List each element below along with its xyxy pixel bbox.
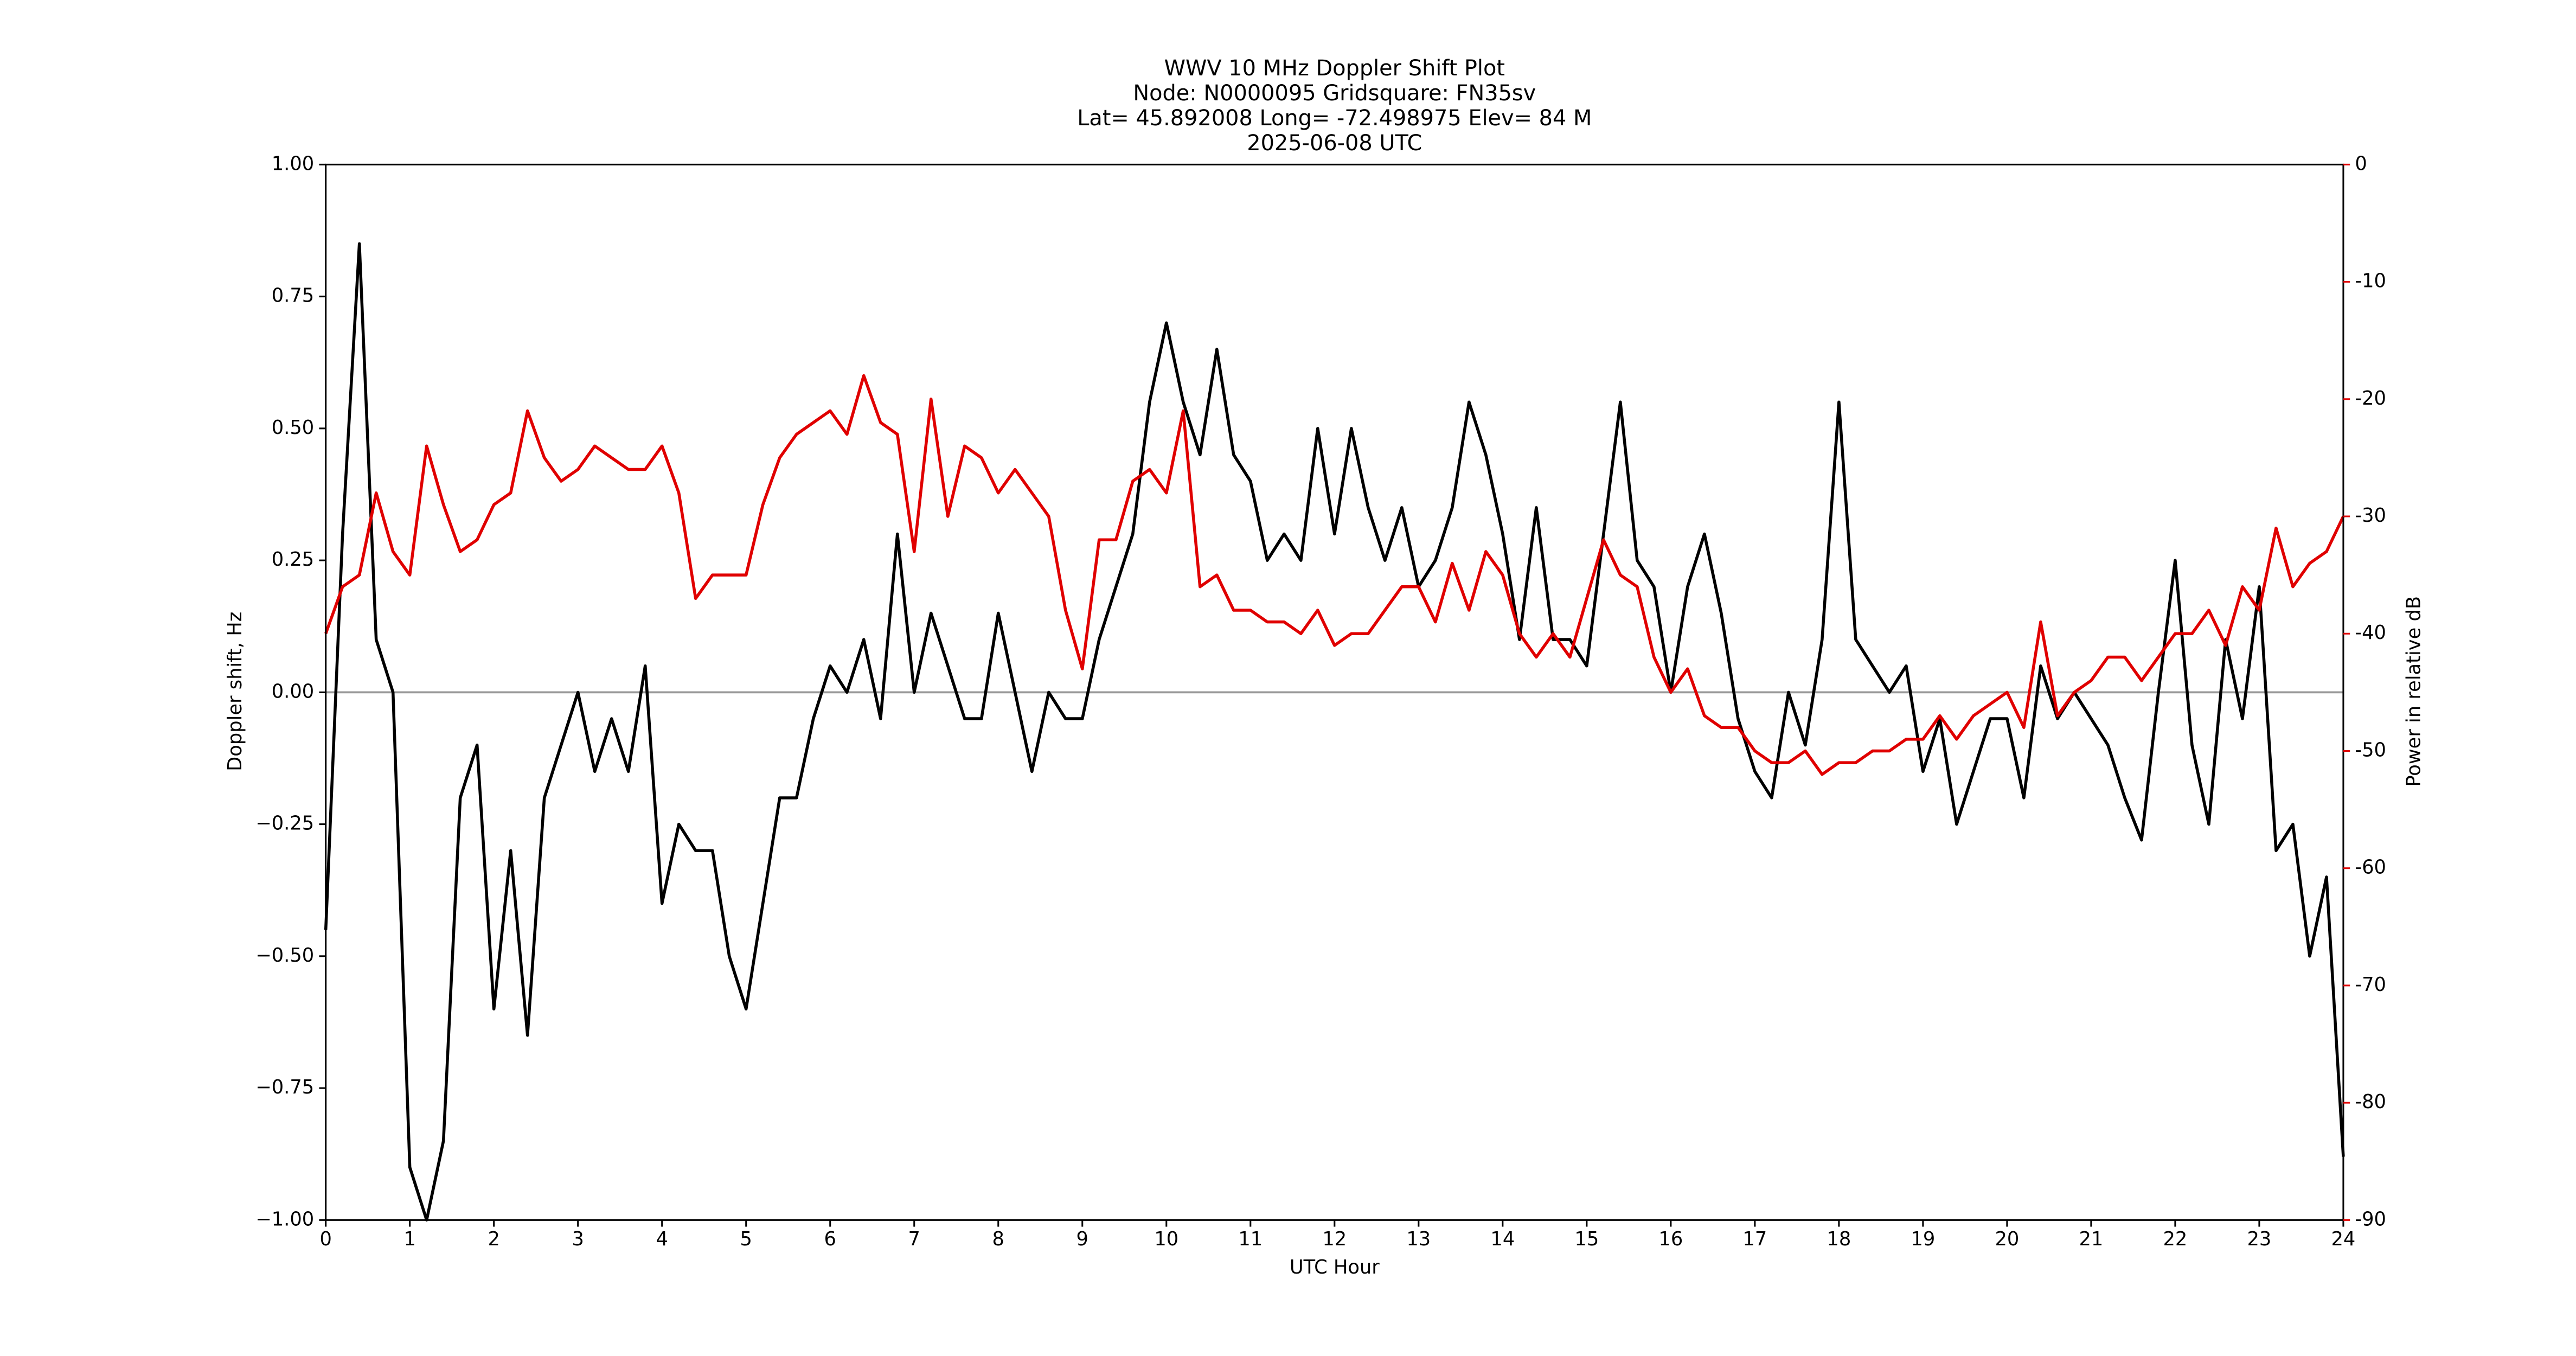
- y2-tick-label: -20: [2355, 387, 2386, 410]
- x-tick-label: 22: [2163, 1228, 2187, 1250]
- x-tick-label: 9: [1076, 1228, 1088, 1250]
- y-tick-label: −0.25: [255, 813, 314, 835]
- y2-tick-label: -50: [2355, 739, 2386, 761]
- x-tick-label: 8: [992, 1228, 1004, 1250]
- y-tick-label: 1.00: [272, 152, 314, 175]
- x-tick-label: 7: [908, 1228, 920, 1250]
- y-tick-label: 0.00: [272, 680, 314, 702]
- chart-title: WWV 10 MHz Doppler Shift Plot: [1164, 56, 1505, 81]
- y-tick-label: 0.75: [272, 285, 314, 307]
- chart-subtitle: Lat= 45.892008 Long= -72.498975 Elev= 84…: [1077, 106, 1592, 131]
- y2-tick-label: 0: [2355, 152, 2367, 175]
- y2-tick-label: -30: [2355, 504, 2386, 527]
- y-tick-label: −1.00: [255, 1208, 314, 1230]
- x-tick-label: 4: [656, 1228, 668, 1250]
- x-tick-label: 0: [319, 1228, 331, 1250]
- y-tick-label: 0.25: [272, 548, 314, 571]
- x-tick-label: 5: [740, 1228, 752, 1250]
- x-tick-label: 14: [1490, 1228, 1515, 1250]
- x-tick-label: 21: [2079, 1228, 2103, 1250]
- y2-tick-label: -40: [2355, 622, 2386, 644]
- x-axis-label: UTC Hour: [1290, 1256, 1380, 1278]
- x-tick-label: 19: [1911, 1228, 1935, 1250]
- chart-subtitle: 2025-06-08 UTC: [1247, 131, 1422, 156]
- x-tick-label: 12: [1322, 1228, 1347, 1250]
- x-tick-label: 23: [2247, 1228, 2272, 1250]
- chart-subtitle: Node: N0000095 Gridsquare: FN35sv: [1133, 81, 1536, 106]
- y-axis-label: Doppler shift, Hz: [224, 612, 246, 771]
- y2-axis-label: Power in relative dB: [2403, 596, 2425, 787]
- x-tick-label: 15: [1574, 1228, 1599, 1250]
- y2-tick-label: -60: [2355, 856, 2386, 879]
- x-tick-label: 2: [488, 1228, 499, 1250]
- x-tick-label: 18: [1827, 1228, 1851, 1250]
- data-line: [324, 242, 2345, 1222]
- x-tick-label: 3: [572, 1228, 584, 1250]
- x-tick-label: 10: [1154, 1228, 1178, 1250]
- x-tick-label: 6: [824, 1228, 836, 1250]
- x-tick-label: 13: [1406, 1228, 1431, 1250]
- y2-tick-label: -70: [2355, 974, 2386, 996]
- x-tick-label: 20: [1995, 1228, 2019, 1250]
- y2-tick-label: -80: [2355, 1091, 2386, 1113]
- y-tick-label: −0.50: [255, 944, 314, 967]
- y2-tick-label: -90: [2355, 1208, 2386, 1230]
- x-tick-label: 17: [1742, 1228, 1767, 1250]
- data-line: [324, 374, 2345, 776]
- x-tick-label: 1: [403, 1228, 415, 1250]
- x-tick-label: 11: [1238, 1228, 1263, 1250]
- y-tick-label: 0.50: [272, 417, 314, 439]
- x-tick-label: 16: [1658, 1228, 1683, 1250]
- x-tick-label: 24: [2331, 1228, 2356, 1250]
- y2-tick-label: -10: [2355, 270, 2386, 292]
- y-tick-label: −0.75: [255, 1076, 314, 1098]
